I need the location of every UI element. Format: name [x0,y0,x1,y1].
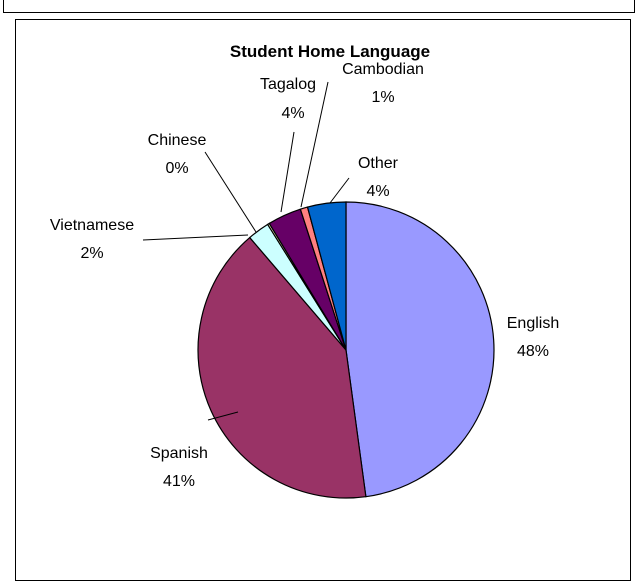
leader-line-vietnamese [142,234,249,241]
slice-name-tagalog: Tagalog [260,76,316,93]
pie-slice-english [345,201,495,498]
slice-name-vietnamese: Vietnamese [50,217,134,234]
slice-name-english: English [507,315,559,332]
slice-name-other: Other [358,155,399,172]
slice-percent-english: 48% [517,343,549,360]
leader-line-cambodian [300,81,329,208]
slice-percent-cambodian: 1% [371,89,394,106]
slice-name-cambodian: Cambodian [342,61,424,78]
leader-line-tagalog [280,131,295,213]
leader-line-spanish [207,411,239,421]
pie-slice-other [306,201,347,351]
pie-slice-spanish [197,236,367,499]
slice-percent-spanish: 41% [163,473,195,490]
top-frame-strip [3,0,635,13]
slice-name-spanish: Spanish [150,445,208,462]
leader-line-other [329,177,350,204]
pie-slices [197,201,495,499]
slice-name-chinese: Chinese [148,132,207,149]
slice-percent-chinese: 0% [165,160,188,177]
slice-percent-vietnamese: 2% [80,245,103,262]
slice-labels: English 48% Spanish 41% Vietnamese 2% Chinese 0… [50,61,559,490]
chart-title: Student Home Language [230,42,430,61]
leader-lines [142,81,350,421]
slice-percent-tagalog: 4% [281,105,304,122]
leader-line-chinese [204,151,257,233]
slice-percent-other: 4% [366,183,389,200]
